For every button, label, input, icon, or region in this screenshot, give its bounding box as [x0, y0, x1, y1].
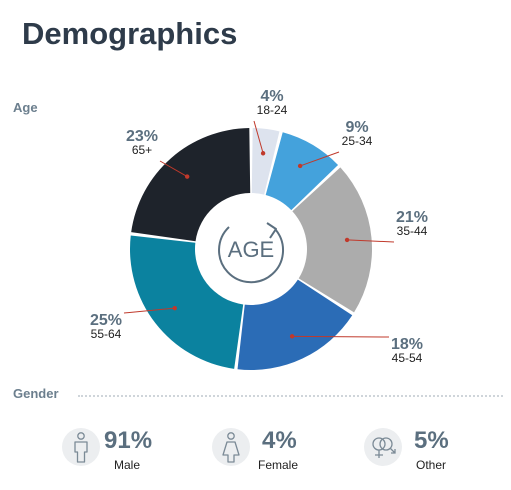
donut-slice-55-64 [130, 235, 244, 369]
age-center-ring [218, 226, 285, 284]
page-title: Demographics [22, 16, 238, 51]
slice-category-label: 25-34 [342, 134, 373, 148]
gender-other-icon [364, 428, 402, 466]
male-percent: 91% [104, 427, 153, 454]
age-section-label: Age [13, 100, 38, 115]
slice-percent-label: 25% [90, 312, 122, 329]
slice-percent-label: 9% [345, 119, 368, 136]
donut-slice-45-54 [237, 279, 353, 370]
age-donut-chart: 4%18-24 9%25-34 21%35-44 18%45-54 25%55-64 23… [90, 88, 428, 370]
donut-slice-65+ [131, 128, 251, 242]
age-center-label: AGE [228, 237, 274, 262]
slice-percent-label: 18% [391, 336, 423, 353]
donut-slice-35-44 [292, 167, 372, 313]
other-label: Other [416, 458, 447, 472]
leader-line [299, 151, 340, 167]
slice-percent-label: 21% [396, 209, 428, 226]
male-label: Male [114, 458, 141, 472]
slice-category-label: 35-44 [397, 224, 428, 238]
female-icon [212, 428, 250, 466]
slice-category-label: 55-64 [91, 327, 122, 341]
leader-line [347, 239, 395, 243]
age-center-arrow [266, 222, 277, 239]
leader-dot [184, 174, 190, 179]
leader-dot [260, 151, 266, 156]
leader-dot [297, 163, 303, 169]
gender-divider [78, 395, 503, 397]
leader-dot [289, 334, 295, 339]
slice-category-label: 45-54 [392, 351, 423, 365]
leader-dot [344, 237, 350, 243]
leader-line [159, 160, 188, 178]
leader-line [253, 120, 264, 154]
gender-section-label: Gender [13, 386, 59, 401]
slice-category-label: 18-24 [257, 103, 288, 117]
slice-percent-label: 4% [260, 88, 283, 105]
other-percent: 5% [414, 427, 449, 454]
leader-dot [172, 305, 177, 311]
female-percent: 4% [262, 427, 297, 454]
donut-slice-25-34 [265, 132, 339, 211]
donut-slice-18-24 [251, 128, 280, 195]
female-label: Female [258, 458, 299, 472]
male-icon [62, 428, 100, 466]
slice-category-label: 65+ [132, 143, 152, 157]
leader-line [292, 335, 390, 338]
slice-percent-label: 23% [126, 128, 158, 145]
leader-line [123, 307, 175, 314]
